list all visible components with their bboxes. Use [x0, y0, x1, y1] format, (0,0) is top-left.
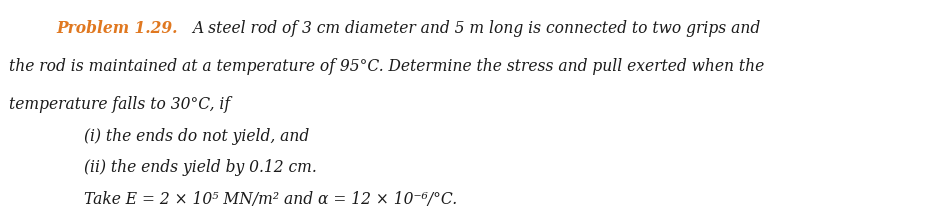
Text: temperature falls to 30°C, if: temperature falls to 30°C, if: [9, 96, 230, 113]
Text: Take E = 2 × 10⁵ MN/m² and α = 12 × 10⁻⁶/°C.: Take E = 2 × 10⁵ MN/m² and α = 12 × 10⁻⁶…: [84, 191, 457, 208]
Text: the rod is maintained at a temperature of 95°C. Determine the stress and pull ex: the rod is maintained at a temperature o…: [9, 58, 765, 75]
Text: Problem 1.29.: Problem 1.29.: [56, 20, 178, 37]
Text: (i) the ends do not yield, and: (i) the ends do not yield, and: [84, 128, 309, 145]
Text: A steel rod of 3 cm diameter and 5 m long is connected to two grips and: A steel rod of 3 cm diameter and 5 m lon…: [193, 20, 760, 37]
Text: (ii) the ends yield by 0.12 cm.: (ii) the ends yield by 0.12 cm.: [84, 159, 317, 176]
